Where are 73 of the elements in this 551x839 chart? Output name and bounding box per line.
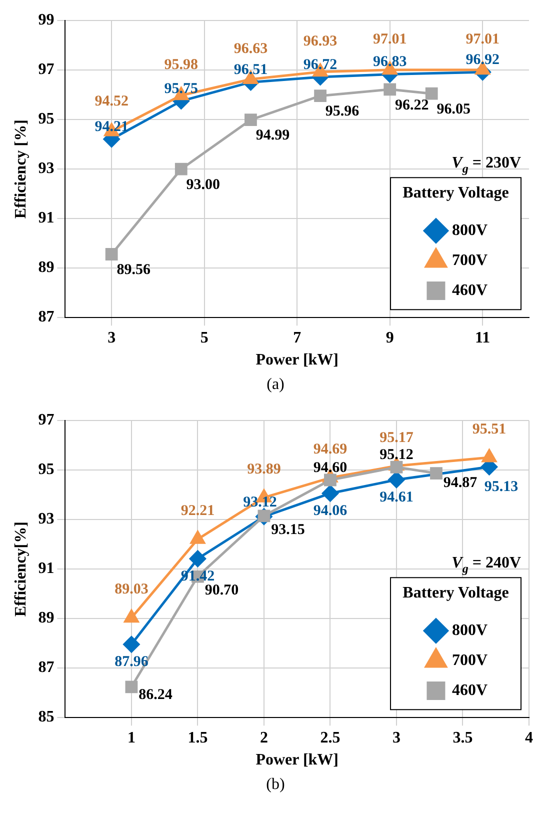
x-tick-label: 2.5	[320, 729, 340, 746]
legend-label: 700V	[452, 652, 488, 669]
data-label: 97.01	[466, 32, 500, 48]
data-label: 96.51	[234, 62, 268, 78]
x-tick-label: 9	[386, 329, 394, 346]
legend-label: 460V	[452, 282, 488, 299]
data-label: 89.03	[114, 582, 148, 598]
x-tick-label: 5	[200, 329, 208, 346]
data-label: 96.63	[234, 41, 268, 58]
text: (b)	[265, 776, 286, 794]
data-label: 90.70	[204, 582, 239, 598]
y-tick-label: 91	[38, 210, 54, 227]
y-tick-label: 91	[38, 560, 54, 578]
y-tick-label: 89	[38, 259, 54, 276]
y-tick-label: 85	[38, 708, 54, 726]
data-label: 94.06	[313, 503, 348, 520]
y-tick-label: 89	[38, 610, 54, 627]
data-label: 94.87	[443, 475, 478, 492]
data-label: 94.69	[313, 442, 348, 458]
y-tick-label: 99	[38, 12, 54, 29]
data-label: 93.15	[271, 522, 305, 538]
x-tick-label: 1.5	[188, 729, 208, 746]
x-axis-title: Power [kW]	[256, 752, 338, 769]
x-tick-label: 2	[260, 729, 268, 746]
data-label: 96.05	[436, 101, 470, 118]
data-label: 95.75	[164, 80, 198, 97]
data-label: 86.24	[138, 686, 173, 703]
data-label: 94.60	[313, 460, 348, 476]
x-tick-label: 4	[525, 729, 533, 746]
data-label: 92.21	[180, 503, 215, 520]
data-label: 95.17	[380, 430, 414, 446]
y-tick-label: 97	[38, 61, 54, 78]
data-label: 96.22	[394, 97, 429, 114]
data-label: 89.56	[116, 262, 151, 278]
data-label: 96.72	[303, 56, 338, 73]
data-label: 96.93	[303, 34, 338, 50]
text: (a)	[266, 376, 286, 394]
y-axis-title: Efficiency[%]	[12, 522, 30, 617]
data-label: 95.12	[380, 447, 414, 464]
y-tick-label: 93	[38, 160, 54, 178]
data-label: 96.83	[372, 54, 407, 70]
legend-label: 800V	[452, 622, 488, 639]
legend-title: Battery Voltage	[402, 584, 509, 602]
legend-label: 700V	[452, 252, 488, 269]
x-tick-label: 11	[475, 329, 490, 346]
data-label: 87.96	[114, 654, 149, 670]
x-tick-label: 3.5	[452, 729, 473, 746]
x-axis-title: Power [kW]	[256, 352, 338, 369]
data-label: 96.92	[466, 52, 500, 68]
x-tick-label: 3	[392, 729, 400, 746]
data-label: 94.52	[94, 93, 128, 110]
y-tick-label: 97	[38, 412, 54, 429]
data-label: 95.98	[164, 57, 198, 74]
y-tick-label: 87	[38, 659, 54, 676]
data-label: 94.99	[256, 128, 290, 144]
data-label: 95.51	[472, 421, 506, 438]
x-tick-label: 3	[108, 329, 116, 346]
y-tick-label: 95	[38, 110, 54, 128]
legend-label: 460V	[452, 682, 488, 699]
x-tick-label: 1	[127, 729, 136, 746]
y-tick-label: 95	[38, 461, 54, 478]
data-label: 93.00	[186, 176, 220, 193]
legend-label: 800V	[452, 222, 488, 239]
data-label: 95.96	[325, 104, 360, 120]
data-label: 97.01	[372, 32, 407, 48]
x-tick-label: 7	[293, 329, 302, 346]
data-label: 94.61	[380, 490, 414, 506]
data-label: 93.89	[247, 461, 281, 478]
legend-title: Battery Voltage	[402, 184, 509, 202]
y-tick-label: 87	[38, 308, 54, 326]
y-axis-title: Efficiency [%]	[12, 120, 30, 219]
data-label: 95.13	[484, 478, 518, 495]
y-tick-label: 93	[38, 510, 54, 528]
